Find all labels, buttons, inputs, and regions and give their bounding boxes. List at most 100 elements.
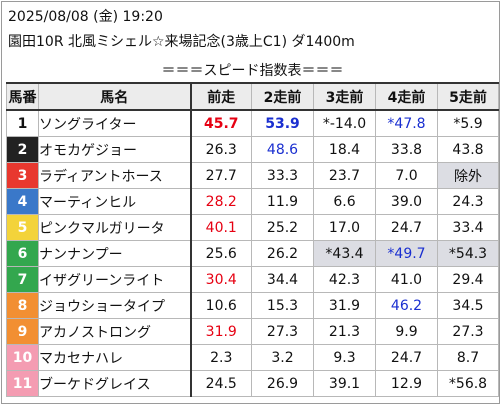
speed-index-cell: 33.8: [375, 136, 438, 163]
speed-index-cell: *56.8: [437, 370, 499, 397]
horse-name: ソングライター: [38, 109, 192, 137]
speed-index-cell: 39.1: [313, 370, 376, 397]
horse-name: ピンクマルガリータ: [38, 214, 192, 241]
table-row: 9 アカノストロング 31.9 27.3 21.3 9.9 27.3: [6, 318, 499, 345]
horse-name: アカノストロング: [38, 318, 192, 345]
speed-index-cell: 43.8: [437, 136, 499, 163]
table-row: 7 イザグリーンライト 30.4 34.4 42.3 41.0 29.4: [6, 266, 499, 293]
horse-number: 3: [6, 162, 39, 189]
speed-index-cell: 26.2: [251, 240, 314, 267]
speed-index-cell: 41.0: [375, 266, 438, 293]
horse-name: ブーケドグレイス: [38, 370, 192, 397]
speed-index-cell: 8.7: [437, 344, 499, 371]
speed-index-cell: 40.1: [190, 214, 252, 241]
speed-index-cell: 26.3: [190, 136, 252, 163]
header-umaban: 馬番: [6, 82, 39, 111]
speed-index-cell: 45.7: [190, 109, 252, 137]
speed-index-cell: 29.4: [437, 266, 499, 293]
speed-index-cell: 53.9: [251, 109, 314, 137]
speed-index-cell: *47.8: [375, 109, 438, 137]
table-row: 6 ナンナンプー 25.6 26.2 *43.4 *49.7 *54.3: [6, 240, 499, 267]
header-2-races-ago: 2走前: [251, 82, 314, 111]
speed-index-cell: 3.2: [251, 344, 314, 371]
horse-number: 7: [6, 266, 39, 293]
table-row: 3 ラディアントホース 27.7 33.3 23.7 7.0 除外: [6, 162, 499, 189]
header-last-race: 前走: [190, 82, 252, 111]
speed-index-cell: 42.3: [313, 266, 376, 293]
race-datetime: 2025/08/08 (金) 19:20: [8, 9, 163, 25]
table-row: 2 オモカゲジョー 26.3 48.6 18.4 33.8 43.8: [6, 136, 499, 163]
table-header-row: 馬番 馬名 前走 2走前 3走前 4走前 5走前: [6, 82, 499, 111]
horse-number: 10: [6, 344, 39, 371]
horse-name: マカセナハレ: [38, 344, 192, 371]
speed-index-cell: 25.2: [251, 214, 314, 241]
race-title: 園田10R 北風ミシェル☆来場記念(3歳上C1) ダ1400m: [8, 34, 355, 50]
speed-index-cell: 33.3: [251, 162, 314, 189]
speed-index-cell: 9.9: [375, 318, 438, 345]
speed-index-cell: 10.6: [190, 292, 252, 319]
speed-index-cell: 34.5: [437, 292, 499, 319]
speed-index-cell: 21.3: [313, 318, 376, 345]
speed-index-cell: 11.9: [251, 188, 314, 215]
horse-name: ナンナンプー: [38, 240, 192, 267]
horse-name: ラディアントホース: [38, 162, 192, 189]
speed-index-cell: 25.6: [190, 240, 252, 267]
header-5-races-ago: 5走前: [437, 82, 499, 111]
horse-name: ジョウショータイプ: [38, 292, 192, 319]
speed-index-cell: 2.3: [190, 344, 252, 371]
speed-index-cell: 27.3: [437, 318, 499, 345]
horse-number: 8: [6, 292, 39, 319]
table-row: 8 ジョウショータイプ 10.6 15.3 31.9 46.2 34.5: [6, 292, 499, 319]
speed-index-cell: 17.0: [313, 214, 376, 241]
speed-index-cell: 34.4: [251, 266, 314, 293]
speed-index-cell: 18.4: [313, 136, 376, 163]
horse-name: マーティンヒル: [38, 188, 192, 215]
speed-index-cell: 24.5: [190, 370, 252, 397]
speed-index-cell: *5.9: [437, 109, 499, 137]
speed-index-cell: 39.0: [375, 188, 438, 215]
header-horse-name: 馬名: [38, 82, 192, 111]
speed-index-cell: 23.7: [313, 162, 376, 189]
speed-index-cell: 26.9: [251, 370, 314, 397]
horse-number: 6: [6, 240, 39, 267]
speed-index-cell: *-14.0: [313, 109, 376, 137]
horse-number: 5: [6, 214, 39, 241]
table-row: 5 ピンクマルガリータ 40.1 25.2 17.0 24.7 33.4: [6, 214, 499, 241]
speed-index-cell: 31.9: [313, 292, 376, 319]
speed-index-cell: 30.4: [190, 266, 252, 293]
table-row: 10 マカセナハレ 2.3 3.2 9.3 24.7 8.7: [6, 344, 499, 371]
speed-index-cell: 9.3: [313, 344, 376, 371]
speed-index-cell: 31.9: [190, 318, 252, 345]
horse-number: 2: [6, 136, 39, 163]
speed-index-cell: 除外: [437, 162, 499, 189]
speed-index-cell: 33.4: [437, 214, 499, 241]
speed-index-cell: 27.7: [190, 162, 252, 189]
speed-index-cell: 15.3: [251, 292, 314, 319]
header-4-races-ago: 4走前: [375, 82, 438, 111]
speed-index-cell: 24.3: [437, 188, 499, 215]
speed-index-cell: *43.4: [313, 240, 376, 267]
horse-number: 11: [6, 370, 39, 397]
speed-index-cell: 48.6: [251, 136, 314, 163]
speed-index-cell: 24.7: [375, 344, 438, 371]
table-row: 11 ブーケドグレイス 24.5 26.9 39.1 12.9 *56.8: [6, 370, 499, 397]
speed-index-cell: *49.7: [375, 240, 438, 267]
speed-index-cell: 7.0: [375, 162, 438, 189]
speed-index-cell: 46.2: [375, 292, 438, 319]
horse-number: 9: [6, 318, 39, 345]
horse-name: イザグリーンライト: [38, 266, 192, 293]
horse-number: 1: [6, 109, 39, 137]
speed-index-cell: 6.6: [313, 188, 376, 215]
horse-number: 4: [6, 188, 39, 215]
speed-index-cell: 12.9: [375, 370, 438, 397]
speed-index-cell: 28.2: [190, 188, 252, 215]
speed-index-cell: *54.3: [437, 240, 499, 267]
speed-index-cell: 24.7: [375, 214, 438, 241]
table-title: ＝＝＝スピード指数表＝＝＝: [161, 63, 344, 79]
speed-index-cell: 27.3: [251, 318, 314, 345]
table-row: 1 ソングライター 45.7 53.9 *-14.0 *47.8 *5.9: [6, 109, 499, 137]
horse-name: オモカゲジョー: [38, 136, 192, 163]
table-row: 4 マーティンヒル 28.2 11.9 6.6 39.0 24.3: [6, 188, 499, 215]
header-3-races-ago: 3走前: [313, 82, 376, 111]
